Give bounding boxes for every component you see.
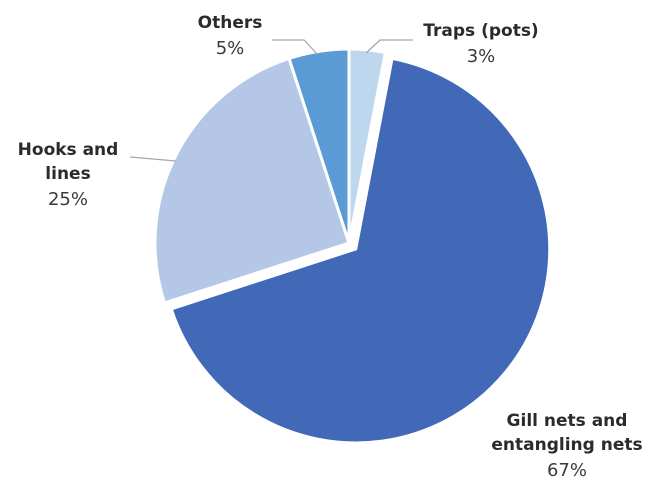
slice-label-others: Others 5%: [198, 13, 263, 59]
pie-slice-others: [287, 47, 351, 244]
leader-line-others: [272, 39, 319, 56]
slice-value-label: 3%: [467, 46, 496, 67]
slice-category-label: entangling nets: [491, 435, 642, 455]
slice-labels: Traps (pots) 3% Gill nets and entangling ne…: [18, 13, 643, 481]
leader-line-hooks-and-lines: [129, 156, 177, 162]
slice-label-traps-pots: Traps (pots) 3%: [423, 21, 538, 67]
slice-label-gill-nets-and-entangling-nets: Gill nets and entangling nets 67%: [491, 411, 642, 481]
slice-value-label: 5%: [216, 38, 245, 59]
slice-category-label: Gill nets and: [507, 411, 628, 431]
slice-category-label: Hooks and: [18, 140, 119, 160]
slice-value-label: 67%: [547, 460, 587, 481]
leader-lines: [129, 39, 413, 162]
slice-value-label: 25%: [48, 189, 88, 210]
slice-category-label: lines: [45, 164, 90, 184]
slice-category-label: Others: [198, 13, 263, 33]
slice-category-label: Traps (pots): [423, 21, 538, 41]
pie-slice-gill-nets-and-entangling-nets: [169, 56, 552, 445]
slice-label-hooks-and-lines: Hooks and lines 25%: [18, 140, 119, 210]
pie-slices: [153, 47, 552, 445]
leader-line-traps-pots: [365, 39, 413, 54]
pie-slice-hooks-and-lines: [153, 56, 351, 305]
